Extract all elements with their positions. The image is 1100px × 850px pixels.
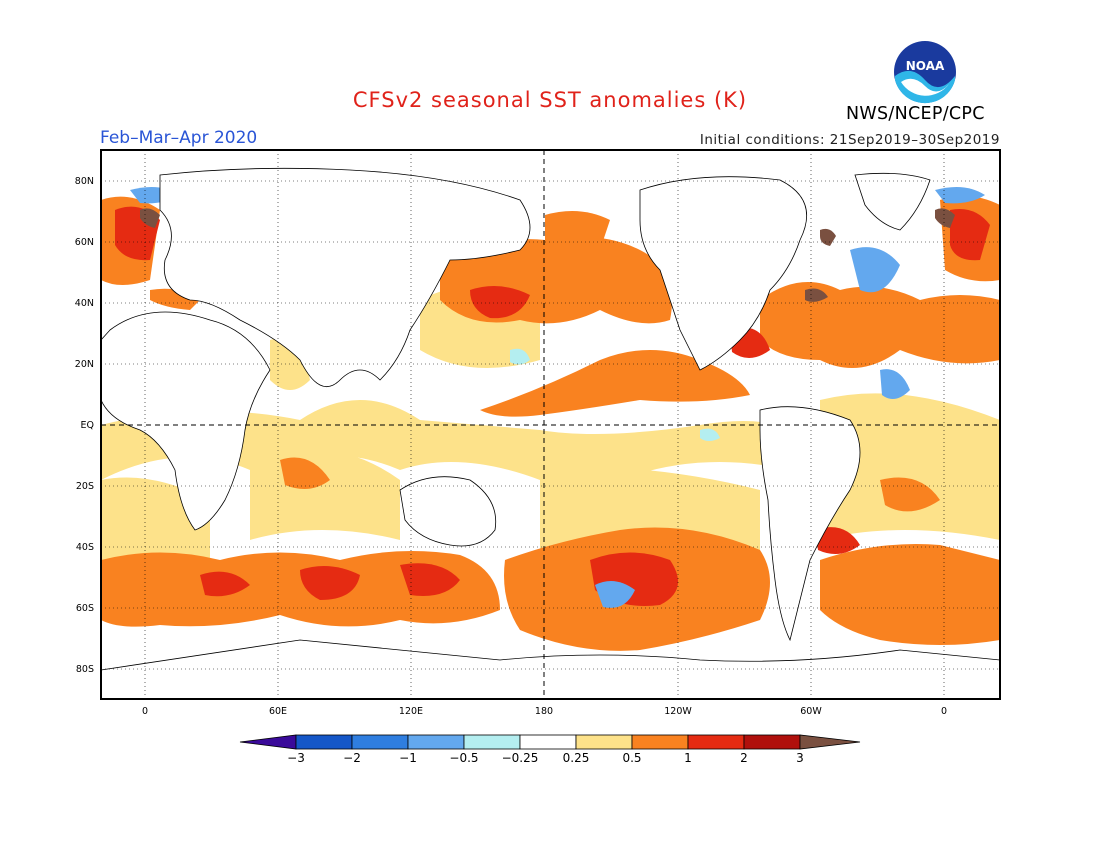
colorbar-tick-label: −0.25	[502, 751, 539, 765]
anomaly-orange	[101, 196, 1000, 651]
lat-label: 20N	[75, 359, 94, 370]
lat-label: 40S	[76, 542, 94, 553]
colorbar-swatch	[351, 734, 409, 750]
lon-label: 120W	[664, 706, 692, 717]
colorbar-swatch	[631, 734, 689, 750]
lon-axis: 0 60E 120E 180 120W 60W 0	[142, 706, 947, 717]
colorbar-tick-label: 0.5	[622, 751, 641, 765]
lon-label: 0	[142, 706, 148, 717]
lon-label: 180	[535, 706, 553, 717]
colorbar-tick-label: 3	[796, 751, 804, 765]
lat-label: 40N	[75, 298, 94, 309]
colorbar-tick-label: −3	[287, 751, 305, 765]
agency-label: NWS/NCEP/CPC	[846, 104, 985, 124]
lat-label: 60N	[75, 237, 94, 248]
anomaly-cool	[130, 186, 985, 608]
colorbar-tick-label: −0.5	[449, 751, 478, 765]
lat-axis: 80N 60N 40N 20N EQ 20S 40S 60S 80S	[75, 176, 94, 675]
initial-conditions: Initial conditions: 21Sep2019–30Sep2019	[699, 132, 1000, 148]
anomaly-light-cool	[510, 348, 720, 441]
lat-label: 60S	[76, 603, 94, 614]
colorbar-swatch	[295, 734, 353, 750]
colorbar-swatch	[687, 734, 745, 750]
lat-label: 20S	[76, 481, 94, 492]
lat-label: EQ	[81, 420, 94, 431]
noaa-logo: NOAA	[894, 41, 956, 104]
lat-label: 80N	[75, 176, 94, 187]
colorbar-swatch	[519, 734, 577, 750]
logo-text: NOAA	[906, 59, 945, 73]
land-africa	[101, 311, 271, 531]
lon-label: 60W	[800, 706, 822, 717]
colorbar-high-arrow	[799, 734, 861, 750]
colorbar-low-arrow	[239, 734, 297, 750]
colorbar-tick-label: 0.25	[563, 751, 590, 765]
land-south-america	[759, 406, 861, 642]
map-frame	[100, 149, 1001, 700]
land-masses	[101, 167, 1000, 699]
colorbar-swatch	[407, 734, 465, 750]
forecast-period: Feb–Mar–Apr 2020	[100, 128, 258, 148]
colorbar-tick-label: 1	[684, 751, 692, 765]
land-australia	[399, 476, 497, 547]
map-field	[101, 150, 1000, 699]
land-greenland	[854, 172, 931, 231]
lat-label: 80S	[76, 664, 94, 675]
colorbar-swatch	[743, 734, 801, 750]
lon-label: 0	[941, 706, 947, 717]
map-title: CFSv2 seasonal SST anomalies (K)	[352, 88, 748, 112]
equator-dateline	[101, 150, 1000, 699]
lon-label: 120E	[399, 706, 423, 717]
land-eurasia	[159, 167, 531, 387]
colorbar-swatch	[575, 734, 633, 750]
colorbar: −3 −2 −1 −0.5 −0.25 0.25 0.5 1 2 3	[239, 734, 861, 765]
land-antarctica	[101, 639, 1000, 699]
colorbar-tick-label: 2	[740, 751, 748, 765]
colorbar-tick-label: −1	[399, 751, 417, 765]
lon-label: 60E	[269, 706, 287, 717]
land-north-america	[639, 176, 808, 371]
colorbar-tick-label: −2	[343, 751, 361, 765]
colorbar-swatch	[463, 734, 521, 750]
